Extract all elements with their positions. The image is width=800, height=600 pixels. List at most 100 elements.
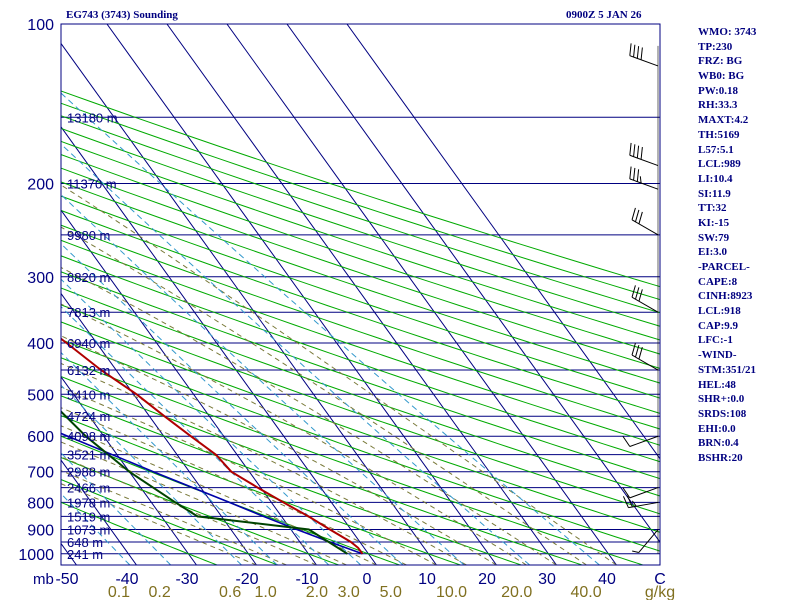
stat-item: MAXT:4.2 xyxy=(698,114,749,127)
stat-item: SHR+:0.0 xyxy=(698,393,745,406)
wind-barb-feather xyxy=(638,211,643,224)
wind-barb-feather xyxy=(622,487,631,499)
wind-barb-staff xyxy=(631,219,659,236)
wind-barb-feather xyxy=(632,550,639,554)
isotherm-line xyxy=(286,24,660,543)
stat-item: SW:79 xyxy=(698,231,730,244)
parcel-trace-line xyxy=(61,432,363,555)
stat-item: FRZ: BG xyxy=(698,55,743,68)
height-level-label: 11370 m xyxy=(67,176,117,191)
stat-item: LCL:989 xyxy=(698,158,741,171)
background-grid xyxy=(61,24,660,565)
height-level-label: 4098 m xyxy=(67,429,110,444)
dry-adiabat-line xyxy=(61,304,660,515)
height-level-label: 2988 m xyxy=(67,465,110,480)
mixing-ratio-label: 2.0 xyxy=(306,584,328,600)
mixing-ratio-line xyxy=(61,452,172,565)
wind-barb xyxy=(631,207,659,236)
mixing-ratio-unit-label: g/kg xyxy=(645,584,675,600)
height-level-label: 648 m xyxy=(67,535,103,550)
dry-adiabat-line xyxy=(61,339,660,552)
dry-adiabat-line xyxy=(61,321,660,533)
mixing-ratio-line xyxy=(61,492,131,565)
moist-adiabat-line xyxy=(61,470,287,565)
dry-adiabat-line xyxy=(61,415,461,565)
stat-item: L57:5.1 xyxy=(698,143,734,156)
mixing-ratio-label: 10.0 xyxy=(436,584,467,600)
moist-adiabat-line xyxy=(61,226,587,565)
stat-item: EHI:0.0 xyxy=(698,422,736,435)
height-level-label: 241 m xyxy=(67,547,103,562)
dry-adiabat-line xyxy=(61,456,339,565)
isotherm-line xyxy=(61,292,257,565)
stat-item: WMO: 3743 xyxy=(698,26,757,38)
pressure-tick-label: 200 xyxy=(27,176,54,193)
height-level-label: 4724 m xyxy=(67,409,110,424)
wind-barb xyxy=(622,435,659,447)
isotherm-line xyxy=(61,125,377,565)
stat-item: -WIND- xyxy=(698,349,737,362)
stat-item: BRN:0.4 xyxy=(698,437,739,450)
wind-barb-feather xyxy=(636,169,640,182)
wind-barb xyxy=(631,343,659,371)
height-level-label: 1519 m xyxy=(67,509,110,524)
dry-adiabat-line xyxy=(61,287,660,497)
stat-item: BSHR:20 xyxy=(698,451,743,464)
moist-adiabat-line xyxy=(61,362,467,565)
temperature-tick-label: -40 xyxy=(115,571,138,588)
pressure-tick-label: 700 xyxy=(27,465,54,482)
dry-adiabat-line xyxy=(61,375,583,565)
dry-adiabat-line xyxy=(61,181,660,384)
mixing-ratio-label: 5.0 xyxy=(380,584,402,600)
wind-barb xyxy=(629,43,659,67)
valid-time: 0900Z 5 JAN 26 xyxy=(566,9,642,21)
height-level-label: 8820 m xyxy=(67,270,110,285)
dry-adiabat-line xyxy=(61,395,522,565)
pressure-tick-label: 100 xyxy=(27,17,54,34)
pressure-tick-label: 500 xyxy=(27,387,54,404)
temperature-tick-label: -50 xyxy=(55,571,78,588)
pressure-tick-label: 400 xyxy=(27,336,54,353)
wind-barb-feather xyxy=(638,347,643,360)
stat-item: SRDS:108 xyxy=(698,407,747,420)
wind-barb-feather xyxy=(622,435,631,447)
temperature-line xyxy=(61,337,364,555)
moist-adiabat-line xyxy=(61,184,617,565)
height-level-label: 5410 m xyxy=(67,387,110,402)
stat-item: LFC:-1 xyxy=(698,334,733,347)
stat-item: RH:33.3 xyxy=(698,99,738,112)
mixing-ratio-label: 0.1 xyxy=(108,584,130,600)
stat-item: WB0: BG xyxy=(698,70,745,83)
stat-item: KI:-15 xyxy=(698,216,730,229)
wind-barb-feather xyxy=(622,496,629,508)
mixing-ratio-label: 0.6 xyxy=(219,584,241,600)
temperature-tick-label: 10 xyxy=(418,571,436,588)
isotherm-line xyxy=(226,24,617,565)
wind-barb-staff xyxy=(631,296,659,313)
dry-adiabat-line xyxy=(61,154,660,355)
wind-barb-feather xyxy=(629,43,632,56)
temperature-tick-label: 0 xyxy=(363,571,372,588)
stat-item: HEL:48 xyxy=(698,378,736,391)
wind-barb-staff xyxy=(629,55,659,67)
wind-barbs xyxy=(622,43,659,554)
wind-barb xyxy=(631,285,659,313)
wind-barb-feather xyxy=(638,289,643,302)
wind-barb xyxy=(629,142,659,167)
pressure-tick-label: 800 xyxy=(27,495,54,512)
dry-adiabat-line xyxy=(61,90,660,288)
plot-frame xyxy=(60,23,661,566)
mixing-ratio-line xyxy=(61,92,600,565)
wind-barb-feather xyxy=(631,285,636,298)
dry-adiabat-line xyxy=(61,224,660,430)
dry-adiabat-line xyxy=(61,209,660,414)
sounding-profiles xyxy=(61,337,364,555)
temperature-tick-label: 20 xyxy=(478,571,496,588)
wind-barb-staff xyxy=(629,435,659,447)
wind-barb-staff xyxy=(631,354,659,371)
stat-item: TH:5169 xyxy=(698,128,740,141)
moist-adiabat-line xyxy=(61,386,437,565)
height-level-label: 9980 m xyxy=(67,228,110,243)
